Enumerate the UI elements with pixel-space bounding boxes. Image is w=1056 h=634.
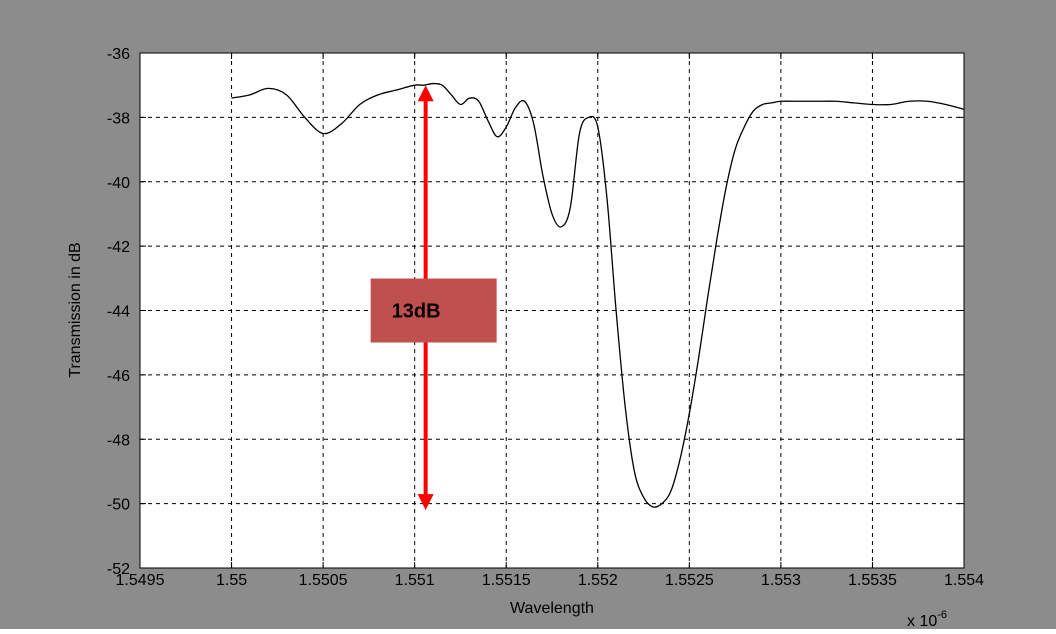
y-axis-label: Transmission in dB bbox=[67, 242, 84, 377]
arrow-head-top bbox=[417, 85, 434, 102]
grid-lines bbox=[140, 53, 964, 568]
y-tick-label: -44 bbox=[107, 304, 130, 321]
x-tick-label: 1.5525 bbox=[665, 572, 714, 589]
x-tick-label: 1.554 bbox=[944, 572, 984, 589]
x-axis-multiplier: x 10-6 bbox=[907, 609, 947, 629]
x-tick-label: 1.5535 bbox=[848, 572, 897, 589]
y-tick-label: -52 bbox=[107, 561, 130, 578]
y-tick-label: -40 bbox=[107, 175, 130, 192]
arrow-head-bottom bbox=[417, 494, 434, 511]
x-tick-label: 1.551 bbox=[395, 572, 435, 589]
x-tick-label: 1.55 bbox=[216, 572, 247, 589]
data-series bbox=[231, 82, 965, 508]
annotation-box bbox=[370, 278, 497, 343]
x-multiplier-base: x 10 bbox=[907, 613, 937, 629]
x-axis-label: Wavelength bbox=[510, 600, 594, 617]
x-tick-label: 1.552 bbox=[578, 572, 618, 589]
axis-ticks: 1.5495 1.55 1.5505 1.551 1.5515 1.552 1.5525 1.… bbox=[107, 46, 984, 589]
y-tick-label: -46 bbox=[107, 368, 130, 385]
x-tick-label: 1.5515 bbox=[482, 572, 531, 589]
transmission-line bbox=[231, 82, 965, 508]
x-multiplier-exponent: -6 bbox=[937, 609, 947, 621]
y-tick-label: -36 bbox=[107, 46, 130, 63]
y-tick-label: -38 bbox=[107, 110, 130, 127]
annotation: 13dB bbox=[370, 85, 497, 511]
x-tick-label: 1.553 bbox=[761, 572, 801, 589]
x-tick-label: 1.5505 bbox=[299, 572, 348, 589]
y-tick-label: -48 bbox=[107, 432, 130, 449]
annotation-label: 13dB bbox=[392, 301, 441, 323]
x-tick-label: 1.5495 bbox=[116, 572, 165, 589]
y-tick-label: -50 bbox=[107, 497, 130, 514]
y-tick-label: -42 bbox=[107, 239, 130, 256]
